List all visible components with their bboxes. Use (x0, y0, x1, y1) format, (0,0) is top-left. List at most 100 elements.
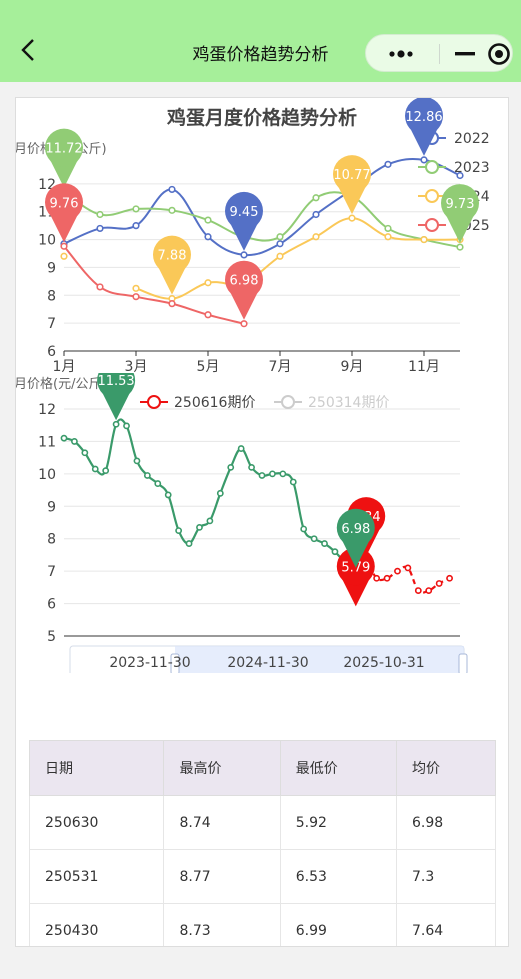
data-point (312, 233, 320, 241)
table-cell: 7.64 (395, 903, 497, 946)
data-point (102, 467, 110, 475)
content-card: 鸡蛋月度价格趋势分析 月价格(元/公斤) 6 7 8 9 10 11 12 1月 3月 5月 7月 9… (15, 97, 509, 947)
data-point (216, 489, 224, 497)
pin-head (153, 235, 191, 274)
data-point (185, 540, 193, 547)
data-label-pin: 12.86 (405, 98, 443, 156)
data-point (204, 311, 212, 319)
y-tick-label: 6 (47, 597, 56, 613)
data-point (81, 449, 89, 457)
data-point (276, 233, 284, 241)
pin-tail (337, 184, 367, 215)
data-point (331, 548, 339, 556)
data-point (196, 523, 203, 531)
legend-label: 250314期价 (308, 395, 389, 411)
data-point (175, 527, 183, 535)
data-point (435, 580, 443, 587)
x-tick-label: 2024-11-30 (227, 655, 308, 671)
data-point (96, 224, 104, 233)
pin-head (45, 128, 83, 167)
y-tick-label: 9 (47, 260, 56, 276)
data-point (425, 587, 433, 594)
zoom-handle-right (458, 653, 468, 673)
minimize-icon[interactable] (452, 35, 478, 73)
pin-tail (340, 537, 371, 568)
close-target-icon[interactable] (486, 35, 512, 73)
legend-marker (425, 160, 439, 174)
data-point (248, 463, 255, 471)
chevron-left-icon[interactable] (20, 38, 36, 62)
y-tick-label: 8 (47, 288, 56, 304)
x-tick-label: 9月 (341, 359, 364, 373)
pin-head (225, 260, 263, 299)
data-point (132, 205, 140, 213)
data-point (383, 574, 391, 582)
x-tick-label: 5月 (197, 359, 220, 373)
table-header-cell: 日期 (28, 740, 165, 796)
data-point (312, 194, 320, 202)
data-point (289, 478, 297, 486)
data-label-pin: 10.77 (333, 155, 371, 215)
data-point (168, 300, 176, 308)
data-label-pin: 9.76 (45, 183, 83, 243)
legend-marker (281, 395, 295, 409)
y-tick-label: 6 (47, 344, 56, 360)
table-row: 250531 8.77 6.53 7.3 (28, 849, 497, 904)
data-point (91, 465, 99, 473)
y-tick-label: 9 (47, 499, 56, 515)
y-tick-label: 12 (38, 402, 56, 418)
data-point (168, 185, 176, 194)
pin-tail (49, 157, 79, 188)
pin-tail (101, 390, 132, 421)
series-line-2024 (135, 217, 461, 300)
data-point (204, 279, 212, 287)
pin-head (405, 98, 443, 135)
table-cell: 8.74 (163, 795, 281, 850)
pin-tail (157, 264, 187, 295)
table-cell: 250430 (28, 903, 165, 946)
legend-label: 2023 (454, 160, 490, 176)
x-tick-label: 1月 (53, 359, 76, 373)
legend-label: 2022 (454, 131, 490, 147)
data-point (133, 457, 141, 465)
data-point (204, 216, 212, 224)
monthly-price-chart: 鸡蛋月度价格趋势分析 月价格(元/公斤) 67891011121月3月5月7月9… (16, 98, 490, 373)
pin-tail (340, 576, 371, 607)
y-tick-label: 5 (47, 629, 56, 645)
data-point (420, 156, 428, 164)
pin-head (336, 508, 375, 547)
data-point (394, 567, 401, 575)
data-point (60, 434, 68, 442)
legend-label: 250616期价 (174, 395, 255, 411)
data-point (269, 470, 276, 478)
data-label: 10.77 (333, 168, 370, 183)
data-point (310, 535, 318, 543)
data-point (456, 243, 464, 251)
table-body: 250630 8.74 5.92 6.98 250531 8.77 6.53 7.3 25043… (28, 795, 497, 946)
pin-head (225, 191, 263, 230)
table-header-cell: 均价 (395, 740, 497, 796)
pin-head (45, 183, 83, 222)
data-point (240, 320, 248, 328)
more-icon[interactable] (380, 35, 424, 73)
data-point (300, 525, 308, 533)
table-cell: 250531 (28, 849, 165, 904)
pin-head (97, 373, 136, 400)
data-point (446, 574, 453, 582)
data-label-pin: 11.53 (97, 373, 136, 421)
table-cell: 6.98 (395, 795, 497, 850)
y-tick-label: 8 (47, 532, 56, 548)
legend-marker (425, 218, 439, 232)
x-tick-label: 7月 (269, 359, 292, 373)
data-point (132, 222, 140, 230)
data-point (237, 445, 245, 452)
data-label: 9.76 (50, 196, 79, 211)
data-label: 5.79 (341, 560, 370, 575)
pin-tail (229, 289, 259, 320)
data-point (373, 574, 381, 582)
data-label: 6.98 (341, 522, 370, 537)
data-point (348, 214, 356, 222)
data-label: 7.88 (158, 249, 187, 264)
chart-title: 鸡蛋月度价格趋势分析 (166, 106, 357, 129)
data-point (404, 564, 412, 572)
